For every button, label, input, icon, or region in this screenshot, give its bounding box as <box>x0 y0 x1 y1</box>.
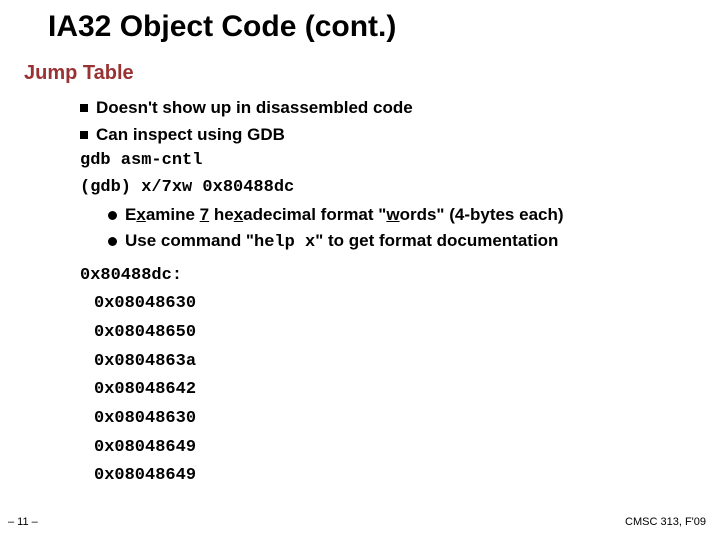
memory-dump: 0x80488dc: 0x08048630 0x08048650 0x08048… <box>80 264 690 489</box>
square-bullet-icon <box>80 131 88 139</box>
dump-line: 0x08048630 <box>80 407 690 432</box>
s1h: w <box>386 205 399 224</box>
dump-line: 0x08048649 <box>80 436 690 461</box>
square-bullet-icon <box>80 104 88 112</box>
s1g: adecimal format " <box>243 205 386 224</box>
s1b: x <box>136 205 145 224</box>
s1e: he <box>209 205 234 224</box>
s1i: ords" (4-bytes each) <box>400 205 564 224</box>
subpoint-2: Use command "help x" to get format docum… <box>80 229 690 256</box>
bullet-2: Can inspect using GDB <box>80 123 690 148</box>
bullet-1-text: Doesn't show up in disassembled code <box>96 98 413 117</box>
s2b: help x <box>254 233 315 252</box>
footer-course: CMSC 313, F'09 <box>625 516 706 528</box>
s1a: E <box>125 205 136 224</box>
bullet-2-text: Can inspect using GDB <box>96 125 285 144</box>
section-subtitle: Jump Table <box>24 62 134 85</box>
subpoint-1: Examine 7 hexadecimal format "words" (4-… <box>80 203 690 228</box>
dump-header: 0x80488dc: <box>80 264 690 289</box>
dump-line: 0x08048642 <box>80 378 690 403</box>
s1f: x <box>234 205 243 224</box>
slide-body: Doesn't show up in disassembled code Can… <box>80 96 690 489</box>
dump-line: 0x08048650 <box>80 321 690 346</box>
s1c: amine <box>146 205 200 224</box>
dump-line: 0x08048630 <box>80 292 690 317</box>
disc-bullet-icon <box>108 211 117 220</box>
slide: IA32 Object Code (cont.) Jump Table Does… <box>0 0 720 540</box>
s2c: " to get format documentation <box>315 231 558 250</box>
footer-page-number: – 11 – <box>8 516 38 528</box>
bullet-1: Doesn't show up in disassembled code <box>80 96 690 121</box>
gdb-command-2: (gdb) x/7xw 0x80488dc <box>80 176 690 201</box>
s2a: Use command " <box>125 231 254 250</box>
disc-bullet-icon <box>108 237 117 246</box>
dump-line: 0x0804863a <box>80 350 690 375</box>
gdb-command-1: gdb asm-cntl <box>80 149 690 174</box>
slide-title: IA32 Object Code (cont.) <box>48 10 396 44</box>
s1d: 7 <box>200 205 209 224</box>
dump-line: 0x08048649 <box>80 464 690 489</box>
